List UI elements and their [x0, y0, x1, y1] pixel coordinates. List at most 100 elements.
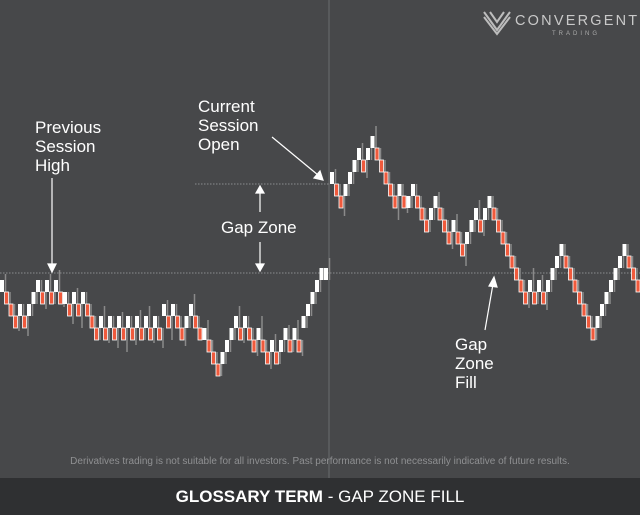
- candle-up: [27, 304, 31, 316]
- candle-down: [296, 339, 302, 353]
- candle-up: [451, 220, 456, 232]
- candle-up: [537, 280, 541, 292]
- candle-down: [166, 315, 171, 329]
- candle-down: [419, 207, 425, 221]
- candle-up: [622, 244, 627, 256]
- candle-up: [429, 208, 433, 220]
- candle-up: [171, 304, 175, 316]
- candle-down: [206, 339, 212, 353]
- candle-up: [292, 328, 297, 340]
- candle-down: [523, 291, 528, 305]
- candle-down: [572, 279, 578, 293]
- candle-down: [247, 327, 252, 341]
- label-line: High: [35, 156, 70, 175]
- logo-chevron-icon: [483, 11, 511, 36]
- candle-up: [397, 184, 402, 196]
- candle-up: [36, 280, 40, 292]
- candle-down: [8, 303, 14, 317]
- candle-down: [157, 327, 162, 341]
- candle-up: [324, 268, 328, 280]
- candle-up: [202, 328, 207, 340]
- candle-down: [446, 231, 452, 245]
- candle-up: [465, 232, 469, 244]
- candle-up: [135, 316, 139, 328]
- candle-down: [631, 267, 636, 281]
- candle-down: [334, 183, 339, 197]
- candle-down: [392, 195, 398, 209]
- label-line: Gap: [455, 335, 488, 354]
- candle-up: [72, 292, 76, 304]
- candle-down: [509, 255, 515, 269]
- candle-up: [559, 244, 564, 256]
- gap-fill-arrow: [484, 283, 494, 331]
- label-line: Previous: [35, 118, 102, 137]
- candle-down: [581, 303, 587, 317]
- candle-up: [162, 304, 166, 316]
- annotation-arrows: [47, 136, 498, 331]
- footer-banner: GLOSSARY TERM - GAP ZONE FILL: [0, 478, 640, 515]
- candle-up: [31, 292, 36, 304]
- candle-down: [287, 339, 293, 353]
- candle-down: [442, 219, 447, 233]
- candle-down: [85, 303, 90, 317]
- candle-up: [406, 196, 411, 208]
- candle-up: [604, 292, 609, 304]
- candle-up: [469, 220, 474, 232]
- candle-down: [518, 279, 524, 293]
- candle-up: [319, 268, 324, 280]
- candle-down: [76, 303, 81, 317]
- candle-up: [184, 316, 189, 328]
- candle-down: [49, 291, 54, 305]
- candle-up: [343, 184, 348, 196]
- candle-up: [330, 172, 334, 184]
- candle-down: [148, 327, 153, 341]
- candles: [0, 126, 640, 377]
- candle-up: [108, 316, 112, 328]
- candle-up: [63, 292, 67, 304]
- candle-down: [40, 291, 45, 305]
- candle-up: [306, 304, 310, 316]
- candle-down: [94, 327, 99, 341]
- candle-down: [22, 315, 27, 329]
- footer-separator: -: [322, 486, 339, 506]
- candle-up: [225, 340, 229, 352]
- label-line: Zone: [455, 354, 494, 373]
- candle-down: [361, 159, 366, 173]
- candle-down: [379, 159, 384, 173]
- candle-down: [415, 195, 420, 209]
- candle-up: [270, 340, 274, 352]
- gap-zone-label: Gap Zone: [221, 218, 297, 237]
- brand-name: CONVERGENT: [515, 13, 640, 29]
- candle-up: [229, 328, 234, 340]
- current-open-arrowhead: [312, 169, 324, 181]
- candle-down: [532, 291, 537, 305]
- candle-down: [13, 315, 18, 329]
- previous-high-arrowhead: [47, 263, 57, 274]
- candle-up: [433, 196, 438, 208]
- candle-up: [310, 292, 315, 304]
- current-open-arrow: [271, 136, 319, 176]
- candle-up: [117, 316, 121, 328]
- glossary-term-label: GLOSSARY TERM: [175, 486, 323, 506]
- candle-down: [211, 351, 216, 365]
- candle-down: [491, 207, 497, 221]
- candle-up: [352, 160, 357, 172]
- candle-down: [383, 171, 389, 185]
- candle-down: [586, 315, 591, 329]
- candle-down: [541, 291, 546, 305]
- candle-down: [179, 327, 185, 341]
- label-line: Session: [35, 137, 96, 156]
- candle-down: [112, 327, 117, 341]
- candle-down: [563, 255, 569, 269]
- previous-session-high-label: Previous Session High: [35, 118, 101, 175]
- label-line: Open: [198, 135, 240, 154]
- candle-up: [315, 280, 319, 292]
- convergent-logo: CONVERGENT TRADING: [482, 10, 637, 40]
- candle-up: [595, 316, 600, 328]
- candle-up: [474, 208, 478, 220]
- candle-down: [338, 195, 344, 209]
- candle-up: [301, 316, 306, 328]
- candle-up: [220, 352, 225, 364]
- candle-up: [283, 328, 288, 340]
- candle-down: [626, 255, 632, 269]
